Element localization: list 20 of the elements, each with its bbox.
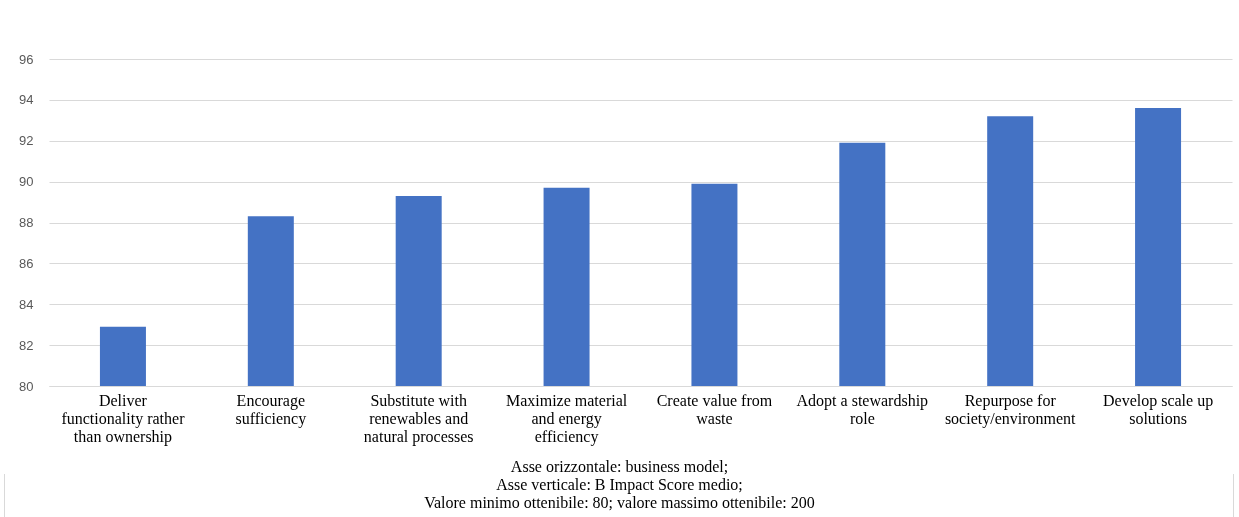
x-tick-label: Deliver functionality rather than ownership bbox=[61, 391, 186, 446]
text: Asse verticale: B Impact Score medio; bbox=[495, 476, 744, 494]
x-tick-label: Repurpose for society/environment bbox=[944, 391, 1077, 428]
text: Valore minimo ottenibile: 80; valore massimo ottenibile: 200 bbox=[423, 494, 816, 512]
x-tick-label: Maximize material and energy efficiency bbox=[505, 391, 628, 446]
y-tick-label: 92 bbox=[19, 133, 34, 149]
y-tick-label: 88 bbox=[19, 215, 34, 230]
x-tick-label: Adopt a stewardship role bbox=[796, 391, 929, 427]
y-tick-label: 90 bbox=[19, 174, 34, 190]
x-tick-label: Encourage sufficiency bbox=[235, 391, 307, 428]
y-tick-label: 94 bbox=[19, 92, 34, 108]
text: Asse orizzontale: business model; bbox=[509, 458, 730, 476]
y-tick-label: 84 bbox=[19, 296, 34, 312]
x-tick-label: Create value from waste bbox=[656, 391, 773, 427]
x-tick-label: Substitute with renewables and natural processes bbox=[363, 391, 474, 446]
y-tick-label: 86 bbox=[19, 255, 34, 271]
y-tick-label: 82 bbox=[19, 337, 34, 353]
x-tick-label: Develop scale up solutions bbox=[1102, 391, 1214, 427]
y-tick-label: 96 bbox=[19, 51, 34, 67]
y-tick-label: 80 bbox=[19, 378, 34, 394]
